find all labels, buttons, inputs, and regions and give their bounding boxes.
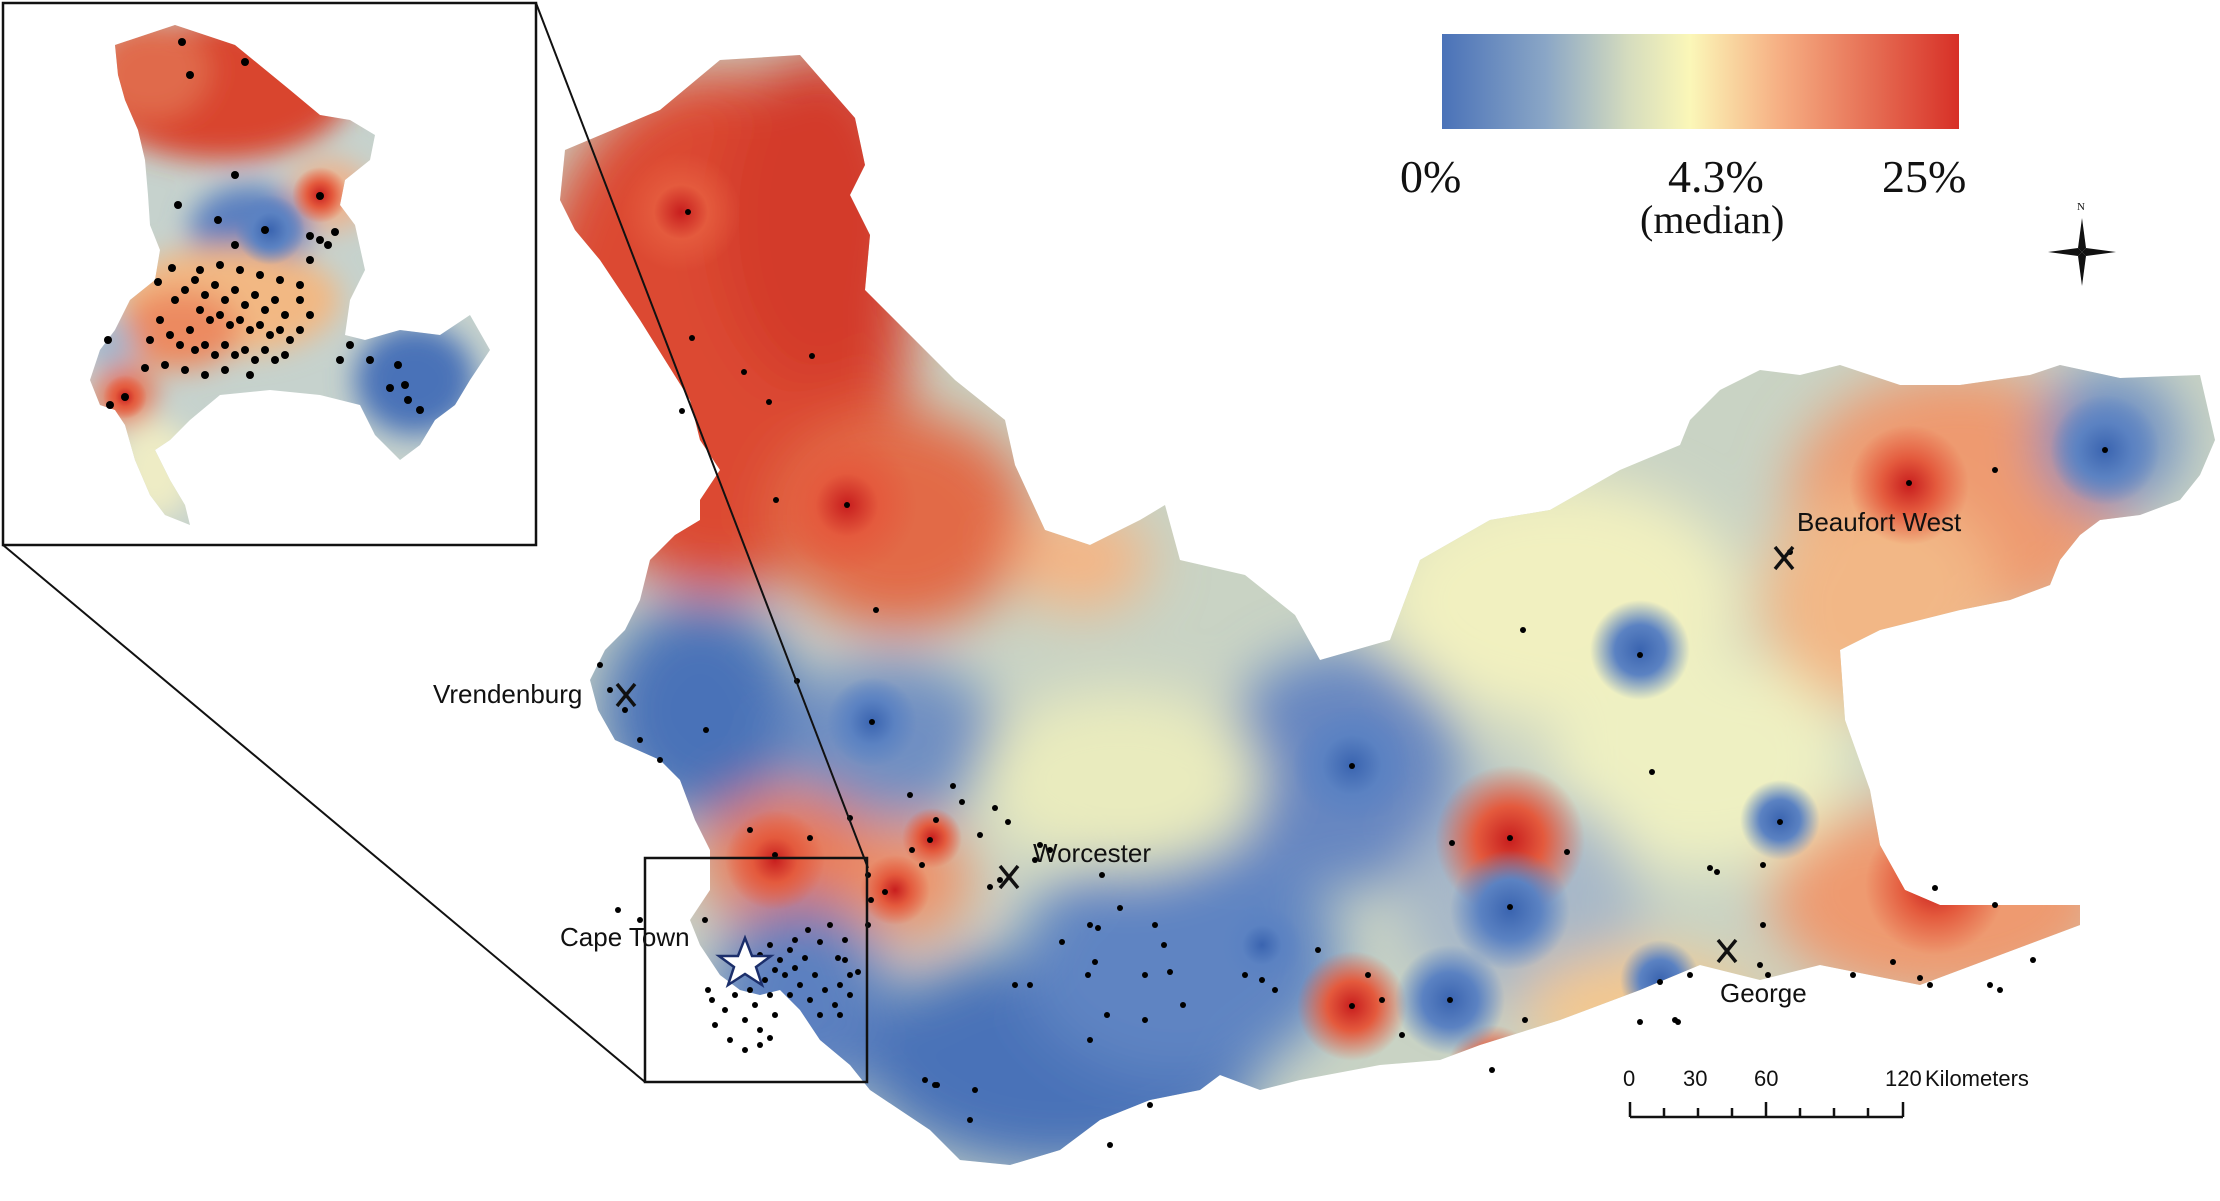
legend-median-sub: (median) [1640,197,1785,242]
city-label-beaufort-west: Beaufort West [1797,507,1962,537]
north-arrow-icon [2048,218,2116,286]
cape-town-point-cluster [705,922,861,1053]
inset-connector-lines [2,2,869,1083]
city-label-cape-town: Cape Town [560,922,690,952]
city-label-vrendenburg: Vrendenburg [433,679,583,709]
north-arrow-label: N [2077,201,2085,213]
inset-sample-points [104,38,424,414]
inset-extent-box [643,856,869,1084]
sample-points [597,209,2108,1148]
scale-tick-30: 30 [1683,1066,1708,1091]
inset-map [1,1,538,547]
legend-median-label: 4.3% [1668,151,1764,202]
legend-min-label: 0% [1400,151,1462,202]
legend-color-bar [1442,34,1959,129]
city-label-george: George [1720,978,1807,1008]
vrendenburg-marker [615,682,637,708]
worcester-marker [998,864,1020,890]
province-map [560,55,2215,1165]
city-label-worcester: Worcester [1033,838,1151,868]
inset-point-cluster [146,261,314,379]
beaufort-west-marker [1773,545,1795,571]
scale-bar [1628,1102,1905,1119]
george-marker [1716,938,1738,964]
scale-tick-60: 60 [1754,1066,1779,1091]
cape-town-star-icon [715,934,775,988]
city-markers [615,545,1795,964]
scale-tick-0: 0 [1623,1066,1636,1091]
legend-max-label: 25% [1882,151,1967,202]
scale-unit-label: Kilometers [1925,1066,2029,1091]
scale-tick-120: 120 [1885,1066,1922,1091]
